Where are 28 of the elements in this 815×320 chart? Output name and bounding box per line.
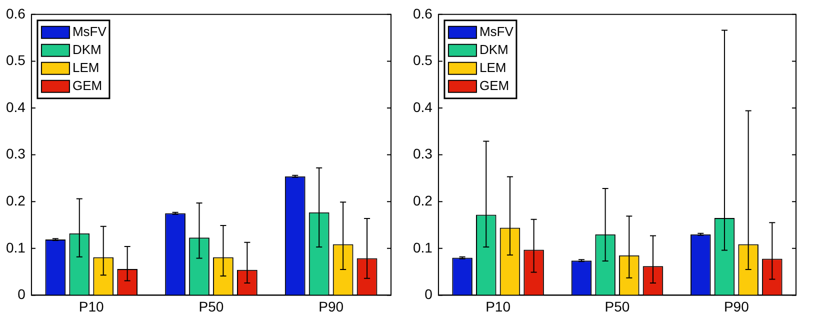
legend-label: MsFV — [72, 24, 107, 39]
y-tick-label: 0.4 — [6, 98, 26, 115]
legend-label: DKM — [479, 42, 508, 57]
legend-label: LEM — [72, 60, 100, 75]
y-tick-label: 0.2 — [412, 192, 433, 208]
x-tick-label: P10 — [486, 298, 511, 314]
y-tick-label: 0.6 — [412, 5, 433, 22]
y-tick-label: 0.5 — [412, 52, 433, 68]
y-tick-label: 0.4 — [412, 98, 433, 115]
x-tick-label: P90 — [318, 298, 344, 314]
legend-label: GEM — [479, 78, 510, 93]
legend-label: MsFV — [479, 24, 514, 39]
legend-label: GEM — [72, 78, 102, 93]
x-tick-label: P50 — [198, 298, 224, 314]
x-tick-label: P10 — [78, 298, 104, 314]
y-tick-label: 0.3 — [6, 146, 26, 162]
y-tick-label: 0.1 — [412, 239, 433, 256]
y-tick-label: 0.5 — [6, 52, 26, 68]
y-tick-label: 0.2 — [6, 192, 26, 208]
y-tick-label: 0.1 — [6, 239, 26, 256]
legend-label: LEM — [479, 60, 506, 75]
y-tick-label: 0.6 — [6, 5, 26, 22]
x-tick-label: P50 — [604, 298, 630, 314]
y-tick-label: 0 — [18, 286, 26, 302]
x-tick-label: P90 — [724, 298, 750, 314]
legend-label: DKM — [72, 42, 102, 57]
y-tick-label: 0.3 — [412, 146, 433, 162]
y-tick-label: 0 — [424, 286, 433, 302]
